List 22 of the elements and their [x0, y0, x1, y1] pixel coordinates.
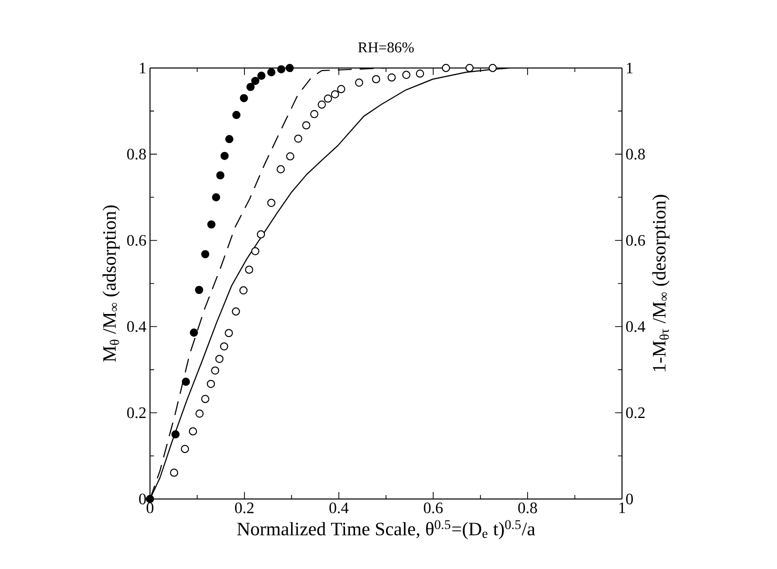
y2-axis-title: 1-M$_{θτ}$ /M$_{∞}$ (desorption): [652, 194, 670, 372]
y-tick-label: 0.2: [127, 407, 146, 418]
y2-tick-label: 0: [626, 494, 633, 504]
y2-tick-label: 0.8: [626, 148, 645, 160]
y-tick-label: 0: [139, 494, 146, 504]
x-tick-label: 0.2: [235, 502, 254, 514]
x-axis-title: Normalized Time Scale, θ$^{0.5}$=(D$_{e}$ t)$^{0.5}$/a: [237, 520, 536, 540]
y-axis-title: M$_{θ}$ /M$_{∞}$ (adsorption): [102, 205, 120, 362]
x-tick-label: 1: [619, 502, 626, 514]
y-tick-label: 0.6: [127, 234, 146, 246]
y-tick-label: 0.8: [127, 148, 146, 160]
y2-tick-label: 0.4: [626, 321, 646, 332]
x-tick-label: 0.8: [518, 502, 537, 514]
x-tick-label: 0.4: [329, 502, 349, 514]
y2-tick-label: 0.6: [626, 234, 645, 246]
chart-title: RH=86%: [358, 42, 414, 53]
y-tick-label: 1: [140, 62, 146, 74]
y-tick-label: 0.4: [127, 321, 146, 332]
y2-tick-label: 1: [626, 62, 633, 74]
x-tick-label: 0.6: [424, 502, 443, 514]
y2-tick-label: 0.2: [626, 407, 645, 418]
x-tick-label: 0: [146, 502, 154, 514]
